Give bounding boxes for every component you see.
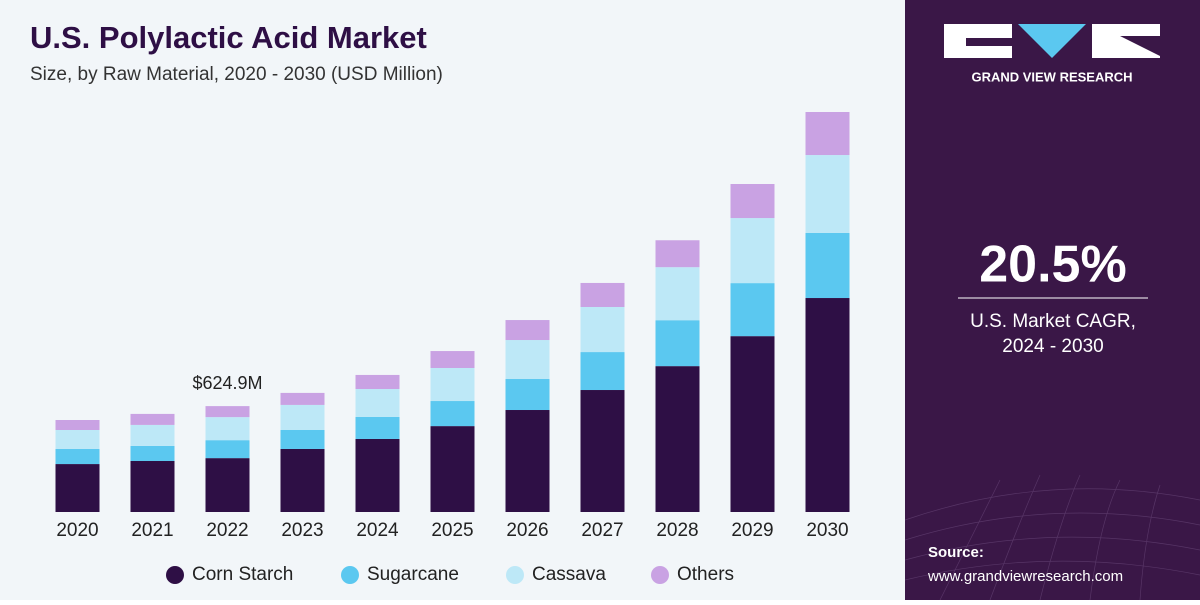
x-tick-label: 2026 <box>506 520 548 541</box>
bar-segment <box>205 417 250 441</box>
bar-segment <box>130 445 175 462</box>
bar-segment <box>130 413 175 425</box>
x-tick-label: 2023 <box>281 520 323 541</box>
bar-segment <box>205 440 250 459</box>
x-tick-label: 2024 <box>356 520 399 541</box>
legend-marker <box>651 566 669 584</box>
bar-segment <box>205 458 250 512</box>
legend-marker <box>506 566 524 584</box>
bar-segment <box>430 367 475 402</box>
bar-segment <box>280 392 325 405</box>
x-tick-label: 2029 <box>731 520 773 541</box>
bar-segment <box>655 320 700 367</box>
bar-segment <box>730 336 775 512</box>
bar-segment <box>280 404 325 431</box>
x-tick-label: 2022 <box>206 520 248 541</box>
source-url: www.grandviewresearch.com <box>927 568 1123 585</box>
cagr-value: 20.5% <box>979 236 1126 294</box>
x-tick-label: 2025 <box>431 520 473 541</box>
bar-segment <box>730 184 775 219</box>
bar-segment <box>130 461 175 512</box>
panel-grid <box>904 474 1200 601</box>
x-tick-label: 2020 <box>56 520 98 541</box>
value-label: $624.9M <box>192 373 262 393</box>
side-panel <box>905 0 1200 600</box>
bar-segment <box>580 307 625 353</box>
bar-segment <box>580 352 625 391</box>
bar-segment <box>55 448 100 465</box>
bar-segment <box>805 112 850 156</box>
bar-segment <box>805 155 850 233</box>
bar-segment <box>130 424 175 446</box>
bar-segment <box>655 366 700 512</box>
bar-segment <box>730 283 775 337</box>
bar-segment <box>655 267 700 321</box>
source-label: Source: <box>928 544 984 561</box>
bar-segment <box>580 282 625 308</box>
bar-segment <box>505 320 550 341</box>
bar-segment <box>280 448 325 512</box>
cagr-label: U.S. Market CAGR, <box>970 311 1136 332</box>
legend-marker <box>166 566 184 584</box>
bar-segment <box>805 232 850 299</box>
cagr-period: 2024 - 2030 <box>1002 336 1103 357</box>
bar-segment <box>280 430 325 449</box>
bar-segment <box>355 389 400 417</box>
bar-segment <box>355 416 400 439</box>
bar-segment <box>505 379 550 411</box>
bar-segment <box>355 374 400 390</box>
bar-segment <box>205 406 250 418</box>
legend-label: Sugarcane <box>367 564 459 585</box>
bar-segment <box>55 430 100 449</box>
bar-segment <box>355 438 400 512</box>
bar-segment <box>655 240 700 268</box>
bar-segment <box>505 340 550 380</box>
bar-segment <box>805 298 850 512</box>
x-tick-label: 2030 <box>806 520 848 541</box>
bar-segment <box>580 390 625 512</box>
x-tick-label: 2021 <box>131 520 173 541</box>
chart-title: U.S. Polylactic Acid Market <box>30 20 427 55</box>
x-tick-label: 2028 <box>656 520 698 541</box>
legend-label: Cassava <box>532 564 606 585</box>
bar-segment <box>55 420 100 431</box>
brand-name: GRAND VIEW RESEARCH <box>971 69 1132 84</box>
bar-segment <box>730 218 775 284</box>
legend-label: Others <box>677 564 734 585</box>
bar-segment <box>55 464 100 512</box>
bar-segment <box>430 426 475 512</box>
legend-label: Corn Starch <box>192 564 293 585</box>
logo <box>944 24 1160 58</box>
chart-subtitle: Size, by Raw Material, 2020 - 2030 (USD … <box>30 64 443 85</box>
bar-segment <box>430 401 475 427</box>
x-tick-label: 2027 <box>581 520 623 541</box>
legend-marker <box>341 566 359 584</box>
bar-segment <box>505 410 550 512</box>
bar-segment <box>430 351 475 368</box>
